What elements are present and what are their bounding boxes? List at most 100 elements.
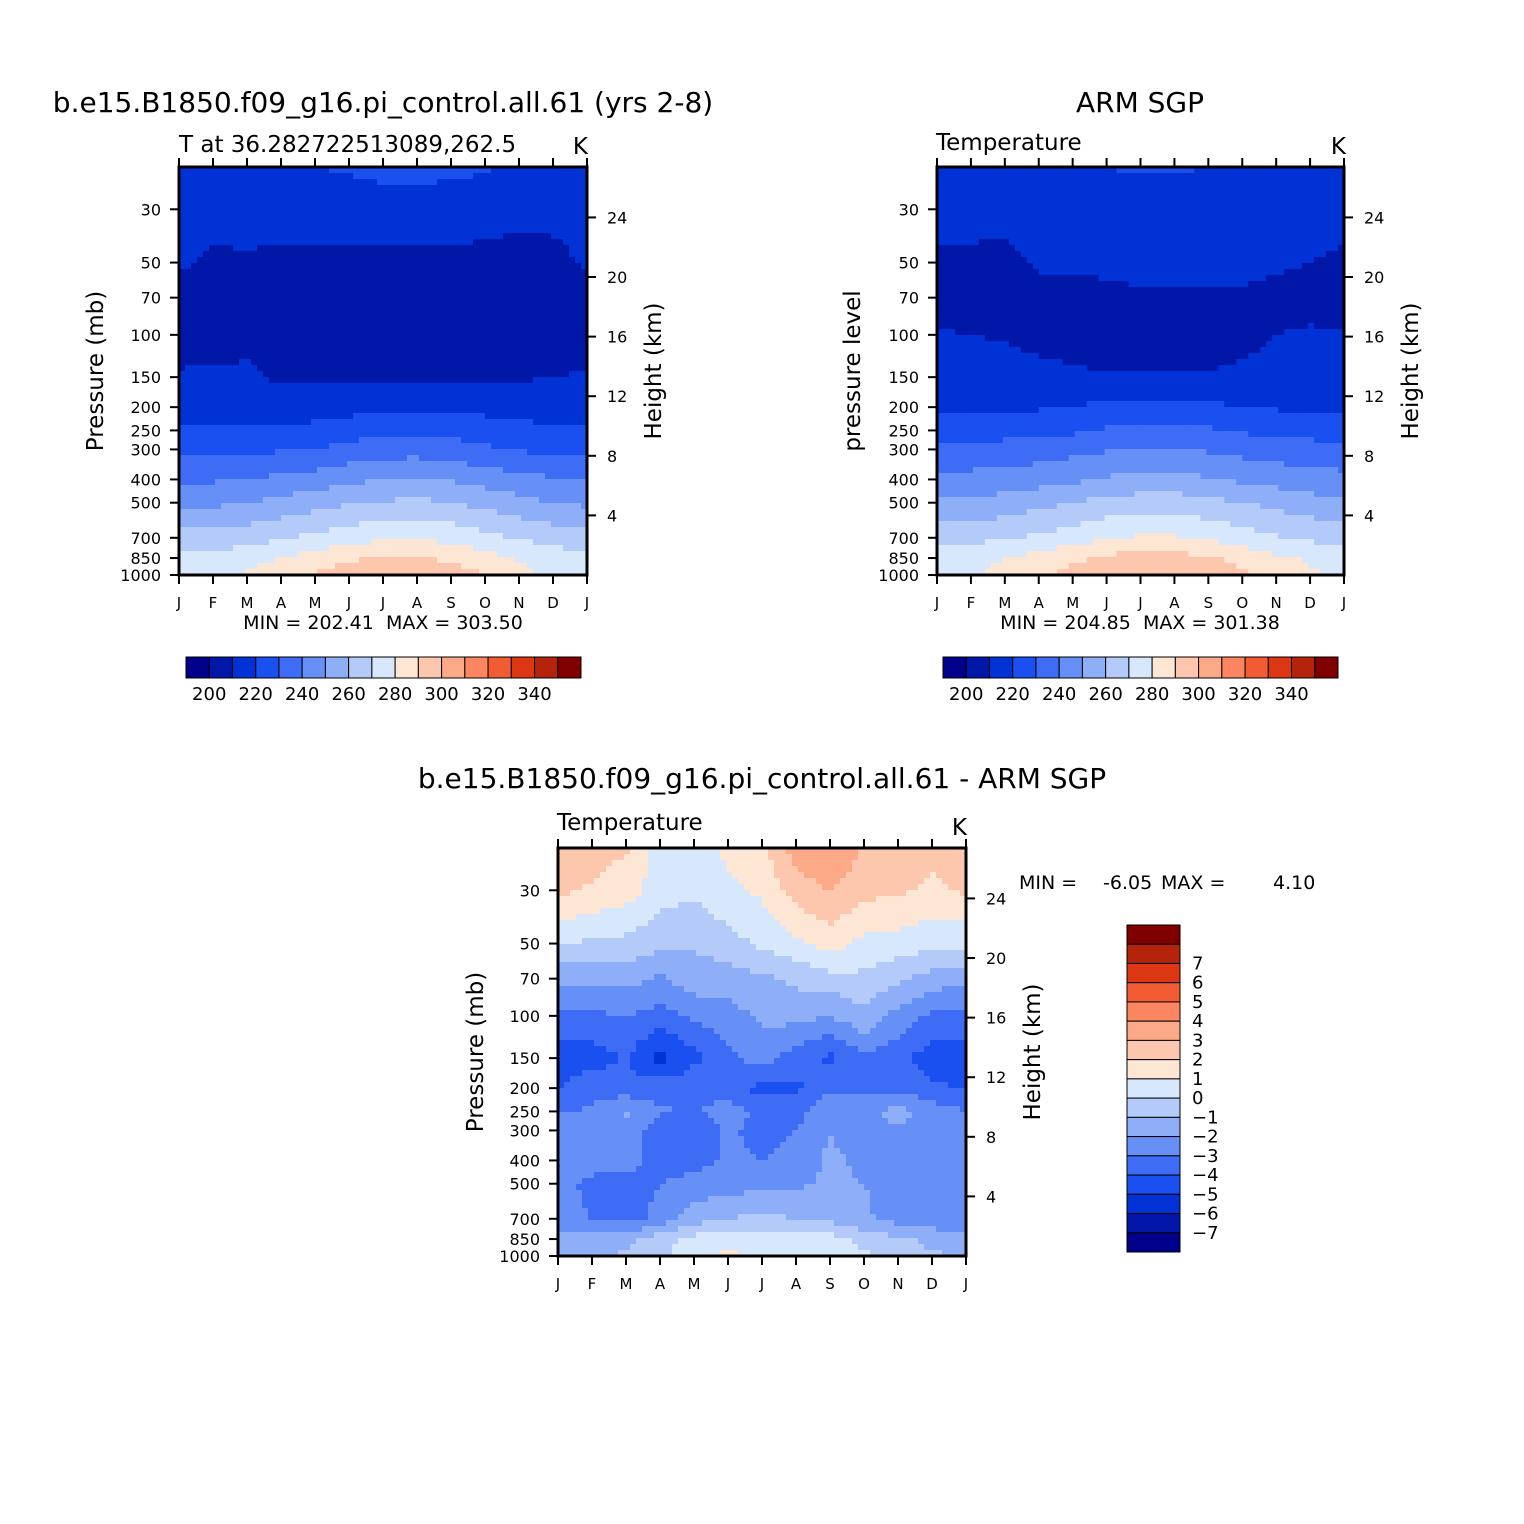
contour-cell [287, 317, 294, 324]
contour-cell [551, 395, 558, 402]
contour-cell [401, 185, 408, 192]
contour-cell [203, 191, 210, 198]
obs-subtitle-units: K [1331, 134, 1347, 160]
x-tick-label: J [176, 594, 181, 612]
contour-cell [209, 413, 216, 420]
contour-cell [990, 185, 998, 192]
contour-cell [197, 539, 204, 546]
contour-cell [347, 185, 354, 192]
contour-cell [557, 281, 564, 288]
contour-cell [479, 281, 486, 288]
contour-cell [239, 497, 246, 504]
contour-cell [191, 365, 198, 372]
contour-cell [371, 515, 378, 522]
contour-cell [263, 323, 270, 330]
contour-cell [197, 245, 204, 252]
contour-cell [347, 395, 354, 402]
contour-cell [497, 335, 504, 342]
contour-cell [275, 293, 282, 300]
contour-cell [425, 305, 432, 312]
contour-cell [311, 251, 318, 258]
contour-cell [371, 371, 378, 378]
contour-cell [527, 347, 534, 354]
contour-cell [539, 305, 546, 312]
contour-cell [275, 269, 282, 276]
contour-cell [431, 239, 438, 246]
contour-cell [341, 341, 348, 348]
contour-cell [521, 323, 528, 330]
contour-cell [341, 209, 348, 216]
contour-cell [1194, 173, 1201, 180]
contour-cell [1068, 167, 1076, 174]
contour-cell [365, 467, 372, 474]
contour-cell [467, 515, 474, 522]
contour-cell [527, 239, 534, 246]
contour-cell [323, 227, 330, 234]
contour-cell [293, 431, 300, 438]
contour-cell [563, 227, 570, 234]
contour-cell [966, 179, 974, 186]
contour-cell [221, 515, 228, 522]
contour-cell [281, 263, 288, 270]
contour-cell [455, 233, 462, 240]
x-tick-label: D [547, 594, 559, 612]
contour-cell [581, 365, 588, 372]
contour-cell [215, 461, 222, 468]
contour-cell [527, 323, 534, 330]
contour-cell [185, 341, 192, 348]
contour-cell [275, 359, 282, 366]
contour-cell [455, 401, 462, 408]
colorbar-label: 280 [378, 684, 412, 705]
contour-cell [551, 197, 558, 204]
contour-cell [443, 497, 450, 504]
contour-cell [509, 263, 516, 270]
contour-cell [383, 383, 390, 390]
contour-cell [371, 191, 378, 198]
contour-cell [521, 239, 528, 246]
contour-cell [317, 359, 324, 366]
contour-cell [401, 317, 408, 324]
contour-cell [377, 203, 384, 210]
contour-cell [371, 539, 378, 546]
contour-cell [251, 515, 258, 522]
contour-cell [569, 347, 576, 354]
contour-cell [221, 455, 228, 462]
contour-cell [521, 179, 528, 186]
contour-cell [503, 479, 510, 486]
contour-cell [515, 191, 522, 198]
contour-cell [1326, 173, 1333, 180]
contour-cell [323, 389, 330, 396]
contour-cell [503, 173, 510, 180]
contour-cell [1200, 173, 1207, 180]
contour-cell [293, 335, 300, 342]
contour-cell [449, 437, 456, 444]
contour-cell [395, 269, 402, 276]
contour-cell [473, 551, 480, 558]
contour-cell [365, 317, 372, 324]
contour-cell [1146, 173, 1154, 180]
contour-cell [287, 179, 294, 186]
contour-cell [491, 527, 498, 534]
contour-cell [539, 431, 546, 438]
contour-cell [407, 431, 414, 438]
contour-cell [455, 557, 462, 564]
contour-cell [401, 539, 408, 546]
contour-cell [539, 383, 546, 390]
contour-cell [479, 557, 486, 564]
contour-cell [461, 407, 468, 414]
contour-cell [563, 383, 570, 390]
contour-cell [323, 521, 330, 528]
contour-cell [365, 329, 372, 336]
contour-cell [431, 371, 438, 378]
contour-cell [245, 341, 252, 348]
contour-cell [269, 365, 276, 372]
contour-cell [485, 299, 492, 306]
contour-cell [275, 185, 282, 192]
contour-cell [419, 197, 426, 204]
contour-cell [215, 203, 222, 210]
contour-cell [425, 485, 432, 492]
contour-cell [275, 503, 282, 510]
contour-cell [305, 299, 312, 306]
contour-cell [431, 347, 438, 354]
contour-cell [461, 281, 468, 288]
